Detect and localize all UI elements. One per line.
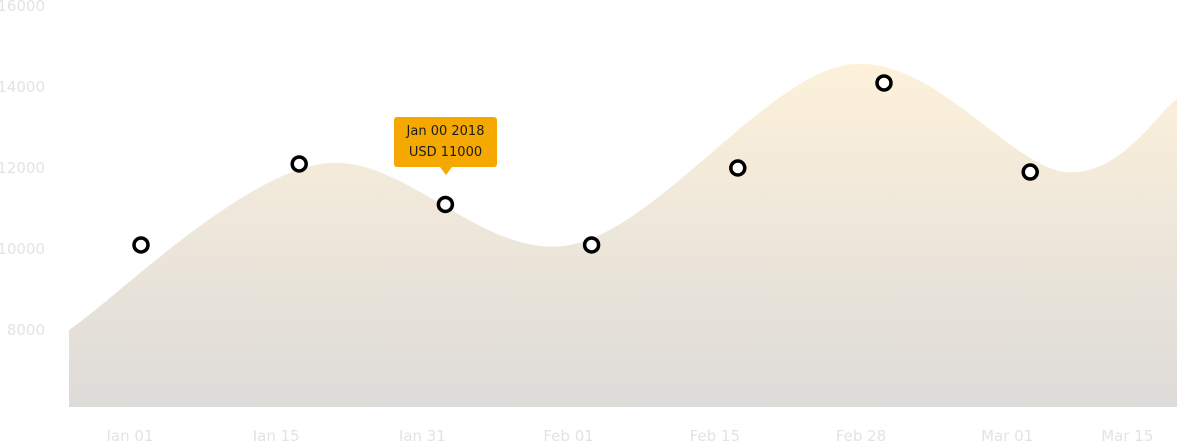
- data-point-marker[interactable]: [582, 236, 601, 254]
- area-fill: [69, 63, 1177, 407]
- x-tick-label: Feb 28: [836, 427, 886, 441]
- data-tooltip: Jan 00 2018 USD 11000: [394, 117, 497, 175]
- data-point-marker[interactable]: [729, 159, 747, 177]
- y-axis-ticks: 8000 10000 12000 14000 16000: [0, 0, 45, 339]
- y-tick-label: 16000: [0, 0, 45, 15]
- y-tick-label: 10000: [0, 240, 45, 258]
- x-tick-label: Jan 31: [398, 427, 446, 441]
- data-point-marker[interactable]: [290, 155, 308, 173]
- data-markers: [132, 74, 1039, 254]
- data-point-marker[interactable]: [1021, 163, 1039, 181]
- x-axis-ticks: Jan 01 Jan 15 Jan 31 Feb 01 Feb 15 Feb 28 Mar …: [106, 427, 1154, 441]
- data-point-marker[interactable]: [875, 74, 893, 92]
- data-point-marker[interactable]: [132, 236, 150, 254]
- x-tick-label: Mar 01: [981, 427, 1033, 441]
- data-point-marker[interactable]: [436, 195, 455, 214]
- x-tick-label: Jan 01: [106, 427, 154, 441]
- x-tick-label: Mar 15: [1101, 427, 1153, 441]
- tooltip-value: USD 11000: [408, 145, 483, 160]
- tooltip-date: Jan 00 2018: [406, 124, 485, 139]
- x-tick-label: Jan 15: [252, 427, 300, 441]
- y-tick-label: 14000: [0, 78, 45, 96]
- x-tick-label: Feb 01: [543, 427, 593, 441]
- x-tick-label: Feb 15: [690, 427, 740, 441]
- y-tick-label: 8000: [7, 321, 45, 339]
- y-tick-label: 12000: [0, 159, 45, 177]
